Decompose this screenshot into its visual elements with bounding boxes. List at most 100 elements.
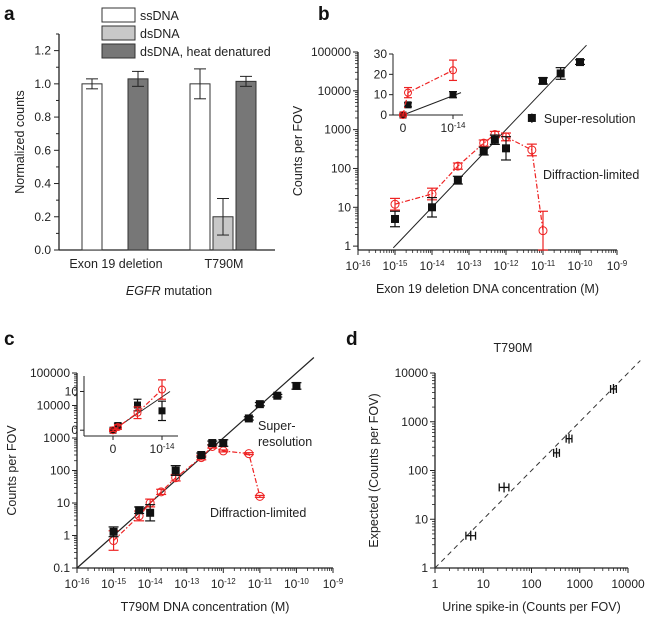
chart-d-urine-spike-in: 1 10 100 1000 10000 1 10 100 1000 10000 Urine spik… xyxy=(367,341,645,614)
data-point-super-resolution xyxy=(539,76,547,85)
x-axis-label: EGFR mutation xyxy=(126,284,212,298)
label-super-resolution-line2: resolution xyxy=(258,435,312,449)
tick-exponent: -16 xyxy=(359,259,371,268)
y-tick-label: 1 xyxy=(344,239,351,253)
tick-exponent: -14 xyxy=(151,577,163,586)
x-tick-label: 10-14 xyxy=(138,577,163,592)
x-tick-label: 10-16 xyxy=(65,577,90,592)
x-tick-label: 10000 xyxy=(611,577,645,591)
x-axis-label: Urine spike-in (Counts per FOV) xyxy=(442,600,621,614)
data-point-super-resolution xyxy=(135,506,144,515)
chart-c-t790m-concentration: 10-16 10-15 10-14 10-13 10-12 10-11 10-10 10-90… xyxy=(5,357,344,614)
y-tick-label: 10000 xyxy=(395,366,429,380)
y-tick-label: 0.6 xyxy=(34,143,51,157)
x-tick-label: 1000 xyxy=(566,577,593,591)
tick-exponent: -10 xyxy=(297,577,309,586)
panel-label-d: d xyxy=(346,329,358,350)
legend-marker-super-resolution xyxy=(527,113,536,122)
inset-y-tick-label: 10 xyxy=(374,88,388,102)
y-tick-label: 0.2 xyxy=(34,210,51,224)
inset-data-point-super-resolution xyxy=(449,91,457,99)
label-diffraction-limited: Diffraction-limited xyxy=(210,506,306,520)
x-axis-label: Exon 19 deletion DNA concentration (M) xyxy=(376,282,599,296)
inset-data-point-super-resolution xyxy=(158,407,166,415)
tick-exponent: -15 xyxy=(396,259,408,268)
inset-data-point-diffraction-limited xyxy=(113,423,122,432)
inset-x-tick-label: 0 xyxy=(110,442,117,456)
x-tick-label: 10-10 xyxy=(568,259,593,274)
y-axis-label: Expected (Counts per FOV) xyxy=(367,393,381,547)
label-super-resolution-line1: Super- xyxy=(258,419,296,433)
data-point-diffraction-limited xyxy=(255,491,265,501)
y-tick-label: 100 xyxy=(331,161,351,175)
x-axis-label: T790M DNA concentration (M) xyxy=(121,600,290,614)
tick-exponent: -9 xyxy=(336,577,344,586)
tick-exponent: -9 xyxy=(620,259,628,268)
inset-data-point-diffraction-limited xyxy=(133,408,142,417)
x-tick-label: 10-13 xyxy=(174,577,199,592)
y-tick-label: 100000 xyxy=(30,366,70,380)
y-tick-label: 1 xyxy=(63,529,70,543)
tick-exponent: -13 xyxy=(470,259,482,268)
x-tick-label: 10-10 xyxy=(284,577,309,592)
x-tick-label: 10 xyxy=(477,577,491,591)
y-tick-label: 0.1 xyxy=(53,561,70,575)
data-point-super-resolution xyxy=(219,439,228,448)
y-tick-label: 100 xyxy=(50,464,70,478)
data-point-diffraction-limited xyxy=(538,226,548,236)
legend-label: ssDNA xyxy=(140,9,180,23)
tick-exponent: -12 xyxy=(224,577,236,586)
y-tick-label: 1.2 xyxy=(34,44,51,58)
data-point-super-resolution xyxy=(146,508,155,517)
x-tick-label: 100 xyxy=(521,577,541,591)
data-point-diffraction-limited xyxy=(453,161,463,171)
data-point-super-resolution xyxy=(171,466,180,475)
inset-x-tick-label: 10-14 xyxy=(150,442,175,457)
y-tick-label: 100000 xyxy=(311,45,351,59)
data-point-super-resolution xyxy=(391,214,399,223)
x-tick-label: 10-11 xyxy=(531,259,556,274)
data-point-super-resolution xyxy=(502,144,510,153)
data-point-super-resolution xyxy=(208,439,217,448)
panel-label-a: a xyxy=(4,4,15,25)
data-point-super-resolution xyxy=(109,527,118,536)
inset-data-point-diffraction-limited xyxy=(399,111,407,119)
tick-exponent: -14 xyxy=(454,121,466,130)
chart-title: T790M xyxy=(494,341,533,355)
panel-label-b: b xyxy=(318,4,330,25)
tick-exponent: -15 xyxy=(114,577,126,586)
y-axis-label: Counts per FOV xyxy=(5,425,19,516)
data-point-diffraction-limited xyxy=(390,199,400,209)
fit-line xyxy=(392,44,587,249)
data-point-super-resolution xyxy=(197,450,206,459)
inset-data-point-diffraction-limited xyxy=(158,385,166,394)
x-tick-label: 10-12 xyxy=(494,259,519,274)
tick-exponent: -11 xyxy=(544,259,556,268)
y-axis-label: Counts per FOV xyxy=(291,105,305,196)
inset-data-point-diffraction-limited xyxy=(449,66,457,75)
y-tick-label: 0.8 xyxy=(34,110,51,124)
legend-swatch xyxy=(101,43,136,59)
inset-x-tick-label: 0 xyxy=(400,121,407,135)
y-tick-label: 1 xyxy=(421,561,428,575)
x-category-label: T790M xyxy=(205,257,244,271)
x-tick-label: 1 xyxy=(432,577,439,591)
series-line-diffraction-limited xyxy=(113,445,261,541)
x-axis-label-italic: EGFR xyxy=(126,284,161,298)
y-axis-label: Normalized counts xyxy=(13,90,27,194)
tick-exponent: -12 xyxy=(507,259,519,268)
tick-exponent: -16 xyxy=(78,577,90,586)
inset-x-tick-label: 10-14 xyxy=(441,121,466,136)
x-tick-label: 10-9 xyxy=(607,259,628,274)
data-point-super-resolution xyxy=(453,176,462,185)
inset-data-point-super-resolution xyxy=(404,101,412,109)
x-tick-label: 10-15 xyxy=(101,577,126,592)
legend-swatch xyxy=(101,7,136,23)
x-tick-label: 10-12 xyxy=(211,577,236,592)
data-point-super-resolution xyxy=(273,391,282,400)
data-point-super-resolution xyxy=(292,381,301,390)
bar-ssdna xyxy=(81,83,103,251)
bar-dsdna-heat-denatured xyxy=(127,78,149,251)
tick-exponent: -13 xyxy=(188,577,200,586)
